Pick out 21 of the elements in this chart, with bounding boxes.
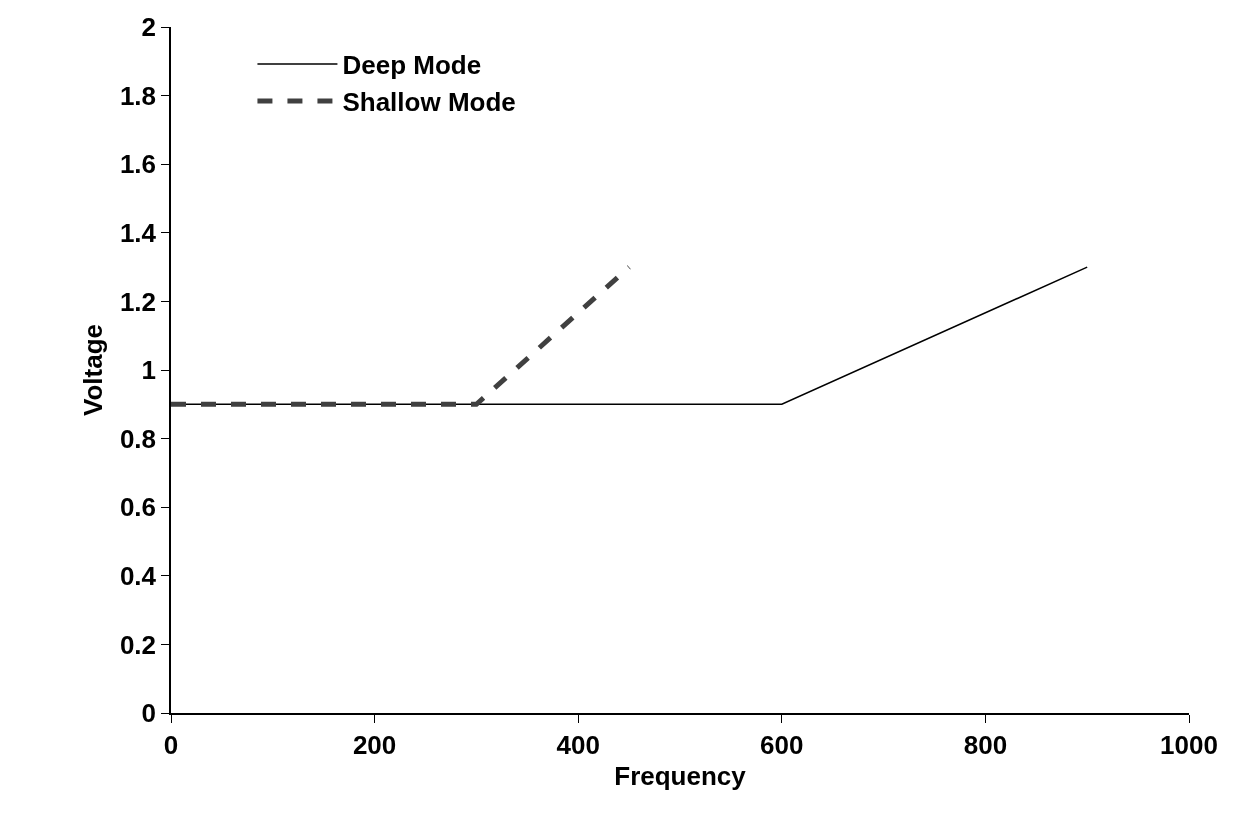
x-tick-label: 400 xyxy=(556,729,600,760)
y-tick-label: 0.6 xyxy=(119,492,157,523)
x-tick-label: 0 xyxy=(163,729,179,760)
x-tick-label: 200 xyxy=(352,729,397,760)
y-tick-label: 1.2 xyxy=(119,286,157,317)
y-tick-label: 0.8 xyxy=(119,423,157,454)
x-axis-title: Frequency xyxy=(614,761,747,792)
y-tick-label: 1 xyxy=(141,355,157,386)
legend-label: Shallow Mode xyxy=(342,87,516,118)
y-tick-label: 1.8 xyxy=(119,80,157,111)
x-tick-label: 800 xyxy=(963,729,1008,760)
y-tick-label: 1.6 xyxy=(119,149,157,180)
y-tick-label: 1.4 xyxy=(119,217,157,248)
y-tick-label: 0 xyxy=(141,698,157,729)
y-tick-label: 0.2 xyxy=(119,629,157,660)
x-tick-label: 1000 xyxy=(1160,729,1218,760)
y-axis-title: Voltage xyxy=(77,324,108,416)
legend-label: Deep Mode xyxy=(342,50,482,81)
y-tick-label: 2 xyxy=(141,12,157,43)
x-tick-label: 600 xyxy=(760,729,804,760)
y-tick-label: 0.4 xyxy=(119,560,157,591)
